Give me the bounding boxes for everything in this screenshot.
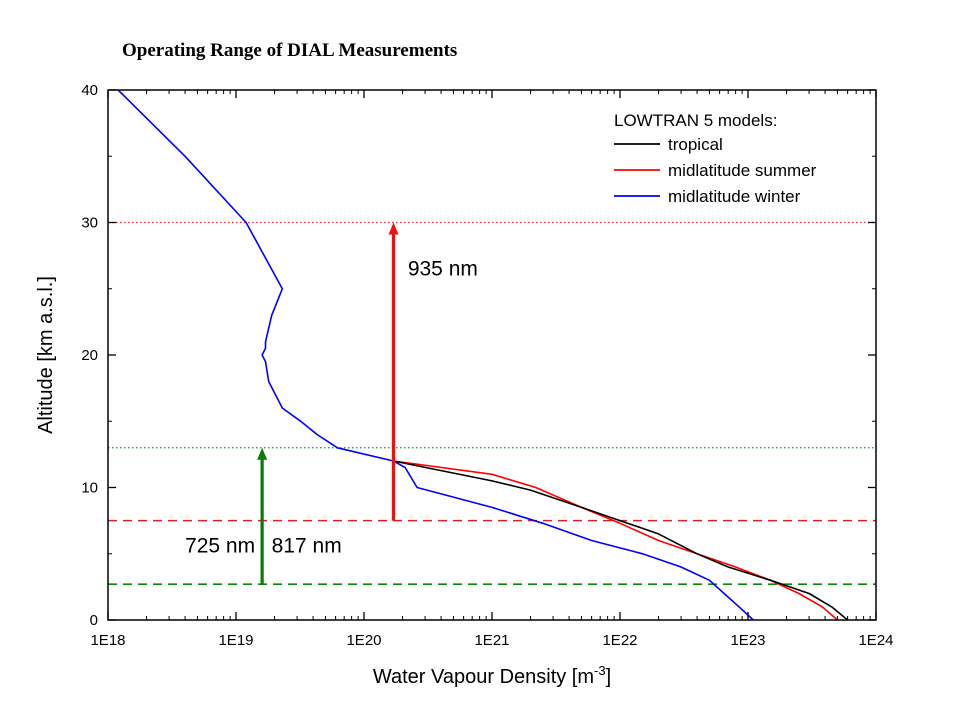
series-layer [117,89,849,621]
x-tick-label: 1E22 [602,632,637,649]
range-arrow-head-1 [257,447,268,460]
x-tick-label: 1E18 [90,632,125,649]
wavelength-annotation: 935 nm [408,258,478,281]
wavelength-annotation: 725 nm [185,534,255,557]
legend: LOWTRAN 5 models: tropical midlatitude su… [614,111,817,206]
tick-layer: 1E18 1E19 1E20 1E21 1E22 1E23 1E24 0 10 20 30 40 [81,82,893,649]
wavelength-annotation: 817 nm [272,534,342,557]
x-axis-label-main: Water Vapour Density [m [373,666,594,688]
legend-label-tropical: tropical [668,135,723,154]
arrow-layer [257,222,399,585]
y-tick-label: 10 [81,480,98,497]
legend-label-midlatitude-summer: midlatitude summer [668,161,817,180]
y-tick-label: 0 [90,612,98,629]
x-tick-label: 1E21 [474,632,509,649]
x-axis-label-sup: -3 [594,663,606,678]
legend-label-midlatitude-winter: midlatitude winter [668,187,801,206]
y-axis-label: Altitude [km a.s.l.] [35,276,57,434]
x-axis-label-end: ] [606,666,612,688]
range-arrow-head-0 [388,222,399,235]
series-line-midlatitude-summer [393,460,839,621]
x-tick-label: 1E24 [858,632,893,649]
y-tick-label: 20 [81,347,98,364]
x-axis-label: Water Vapour Density [m-3] [373,663,611,688]
x-tick-label: 1E20 [346,632,381,649]
series-line-tropical [393,460,849,621]
page-title: Operating Range of DIAL Measurements [122,40,458,61]
annotation-layer: 935 nm 725 nm 817 nm [185,258,478,558]
legend-title: LOWTRAN 5 models: [614,111,777,130]
y-tick-label: 30 [81,215,98,232]
x-tick-label: 1E19 [218,632,253,649]
series-line-midlatitude-winter [117,89,754,621]
reference-lines [108,221,876,586]
x-tick-label: 1E23 [730,632,765,649]
y-tick-label: 40 [81,82,98,99]
